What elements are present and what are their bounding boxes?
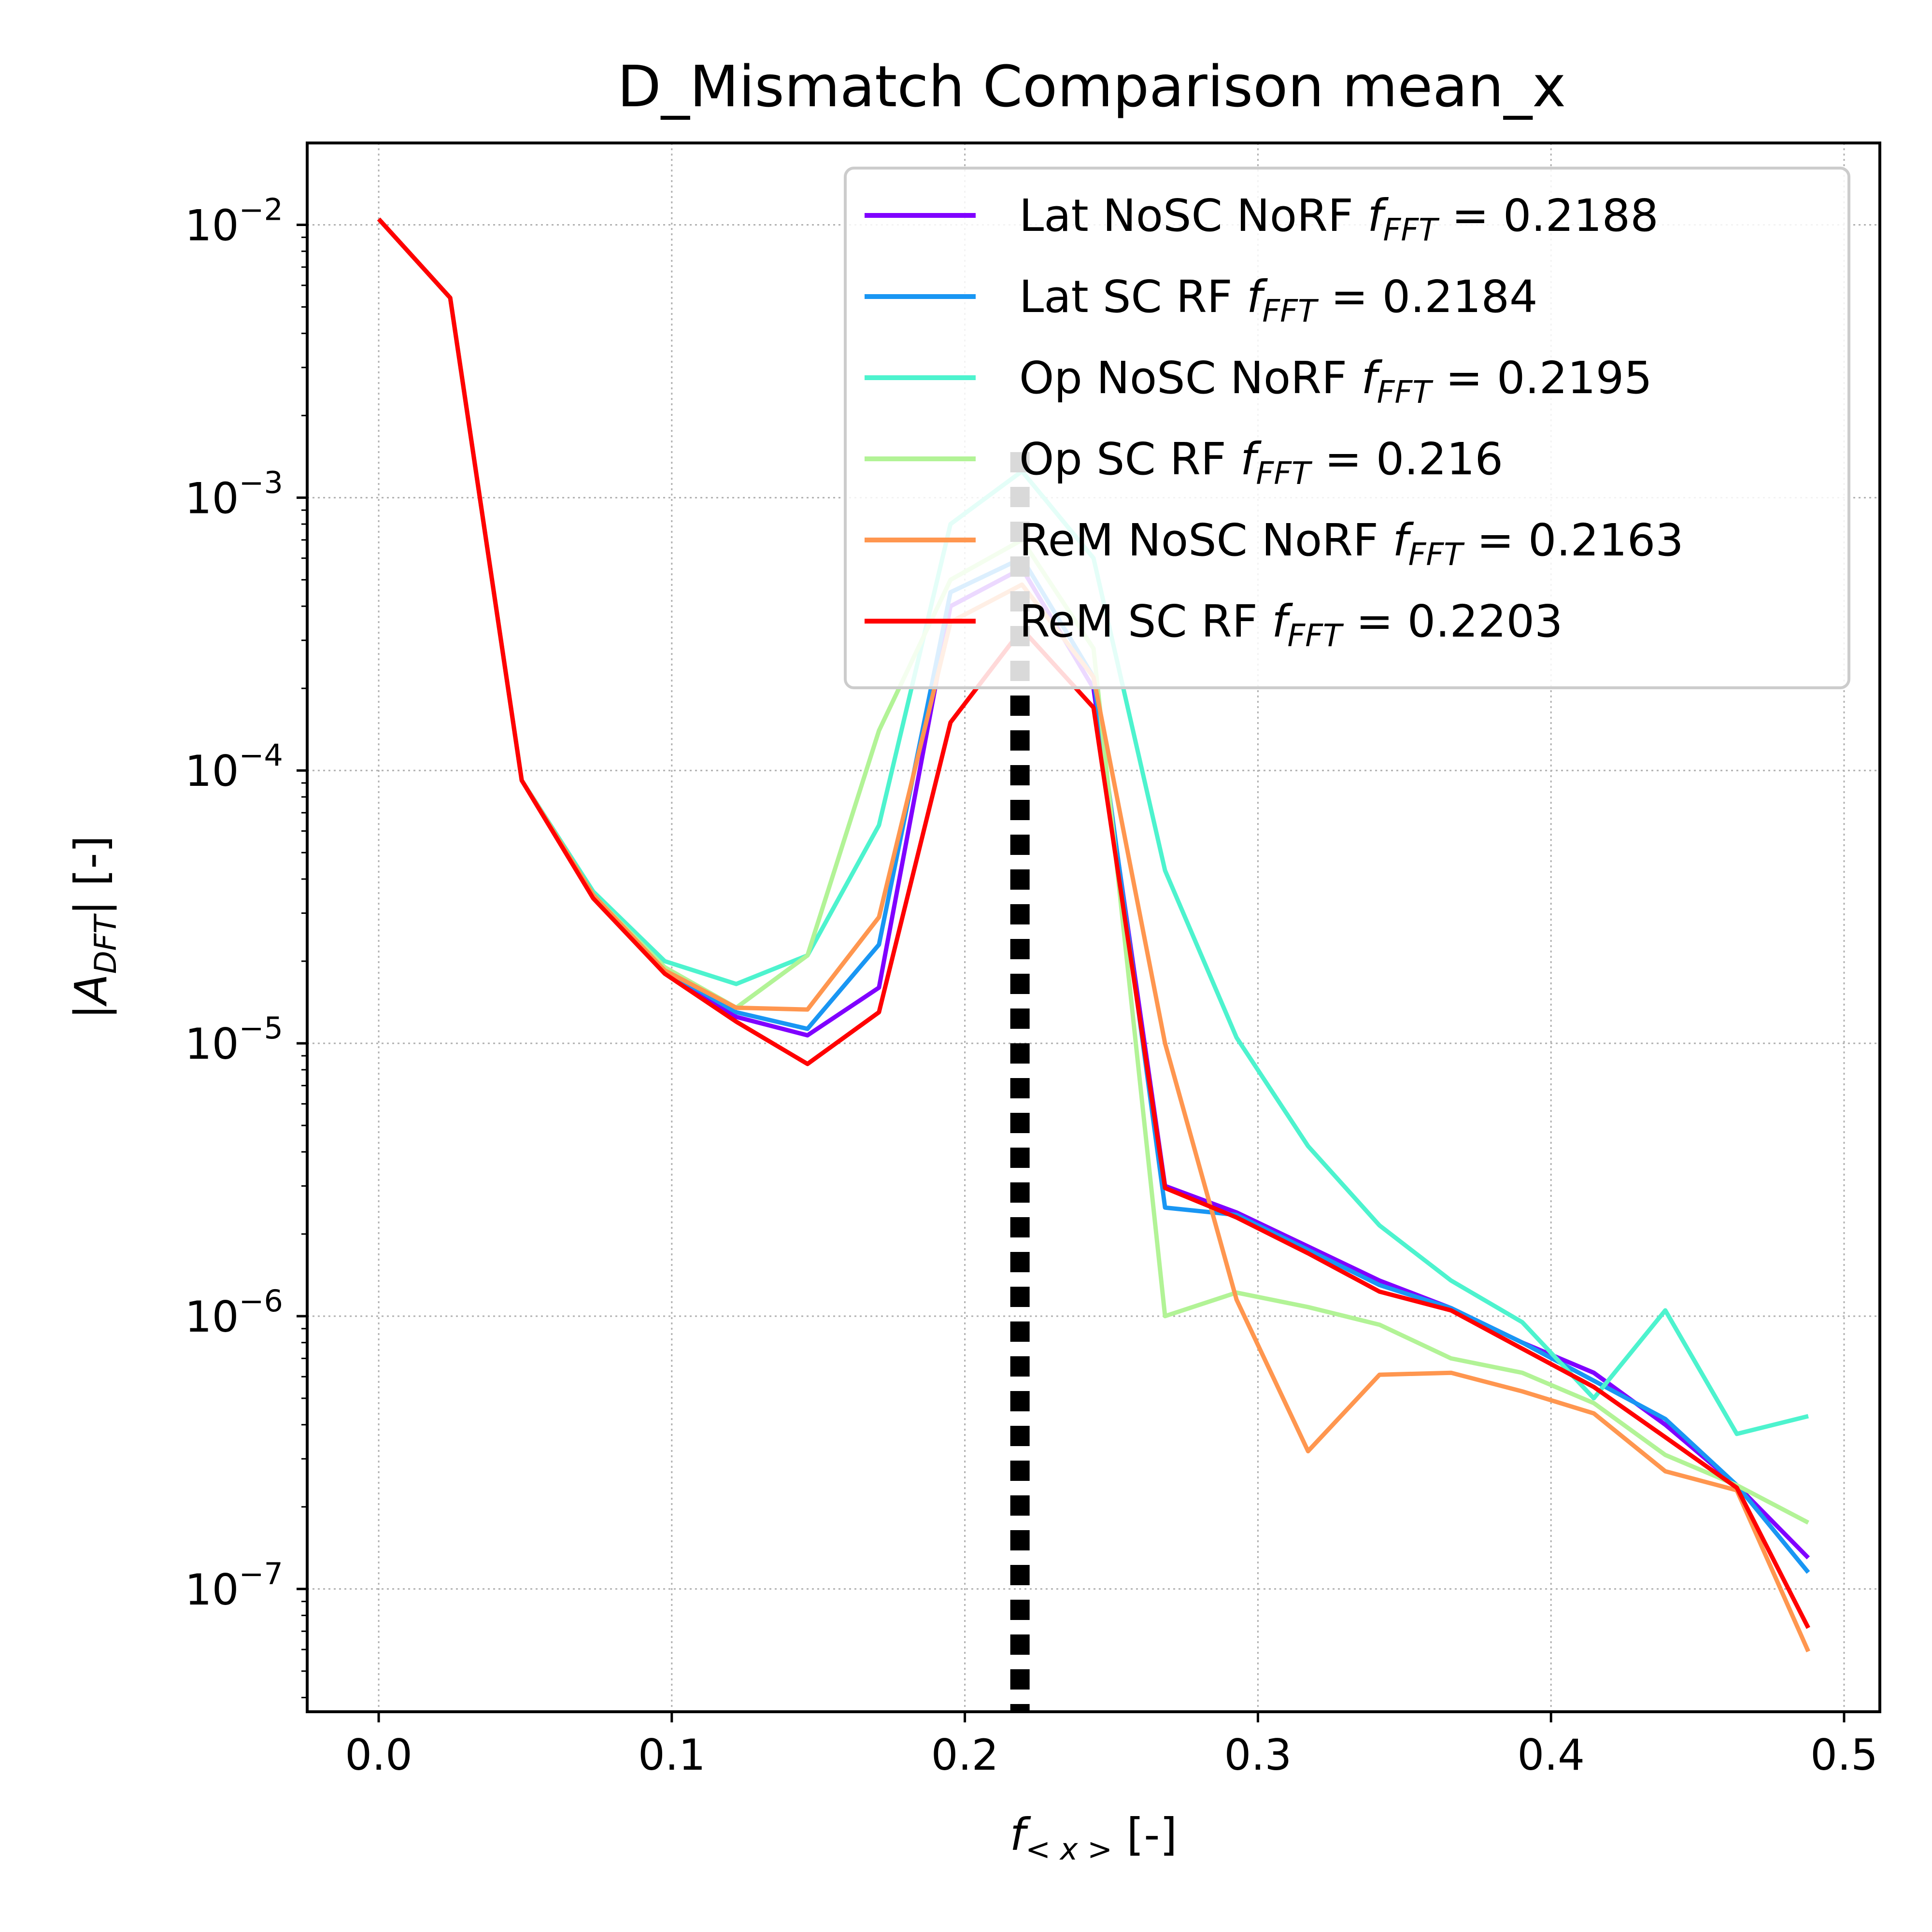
y-tick-label: 10−4: [185, 738, 283, 796]
x-tick-label: 0.2: [931, 1730, 999, 1780]
legend-label: Op SC RF fFFT = 0.216: [1019, 433, 1503, 492]
y-axis-label: |ADFT| [-]: [65, 836, 123, 1019]
legend-label: Lat SC RF fFFT = 0.2184: [1019, 271, 1538, 329]
x-tick-label: 0.3: [1224, 1730, 1292, 1780]
x-tick-label: 0.0: [345, 1730, 412, 1780]
series-line-6: [377, 217, 1810, 1629]
y-tick-label: 10−6: [185, 1283, 283, 1342]
y-tick-label: 10−3: [185, 465, 283, 523]
x-axis: 0.0 0.1 0.2 0.3 0.4 0.5: [345, 1712, 1878, 1780]
y-axis: 10−7 10−6 10−5 10−4 10−3 10−2: [185, 192, 307, 1615]
legend-label: ReM SC RF fFFT = 0.2203: [1019, 596, 1563, 654]
legend-label: ReM NoSC NoRF fFFT = 0.2163: [1019, 514, 1684, 573]
legend-label: Lat NoSC NoRF fFFT = 0.2188: [1019, 190, 1659, 248]
x-axis-label: f< x > [-]: [1010, 1809, 1178, 1867]
y-tick-label: 10−7: [185, 1556, 283, 1615]
x-tick-label: 0.5: [1810, 1730, 1878, 1780]
x-tick-label: 0.1: [638, 1730, 706, 1780]
legend: Lat NoSC NoRF fFFT = 0.2188 Lat SC RF fFF…: [844, 167, 1850, 689]
plot-frame: [306, 142, 1881, 1713]
x-tick-label: 0.4: [1517, 1730, 1585, 1780]
y-tick-label: 10−2: [185, 192, 283, 250]
legend-box: [844, 167, 1850, 689]
legend-label: Op NoSC NoRF fFFT = 0.2195: [1019, 352, 1652, 411]
chart-title: D_Mismatch Comparison mean_x: [617, 53, 1566, 120]
y-tick-label: 10−5: [185, 1010, 283, 1069]
